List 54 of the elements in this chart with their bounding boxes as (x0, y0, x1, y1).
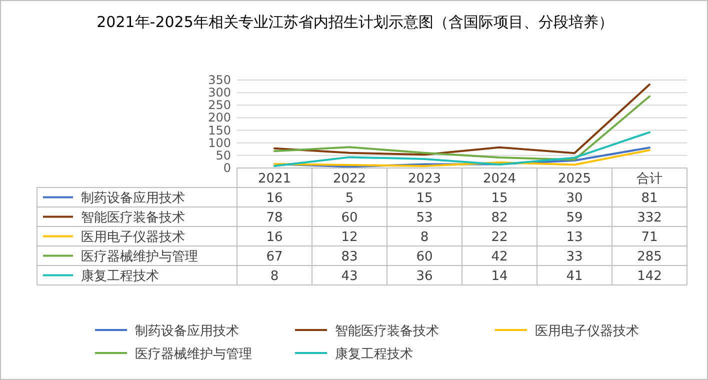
data-label: 71 (641, 230, 658, 245)
line-series (274, 95, 650, 161)
data-label: 8 (420, 230, 429, 245)
data-label: 15 (416, 191, 433, 206)
y-tick-label: 50 (216, 148, 231, 162)
data-label: 53 (416, 210, 433, 226)
data-label: 16 (266, 230, 283, 245)
x-tick-label: 合计 (636, 172, 662, 186)
data-label: 33 (566, 250, 583, 264)
y-tick-label: 150 (208, 123, 231, 138)
x-tick-label: 2025 (558, 172, 592, 186)
data-label: 15 (491, 191, 508, 206)
data-label: 22 (491, 230, 508, 245)
y-tick-label: 350 (208, 73, 231, 87)
line-series (274, 131, 650, 167)
x-tick-label: 2023 (408, 172, 442, 186)
legend-label: 康复工程技术 (81, 269, 159, 284)
chart-title: 2021年-2025年相关专业江苏省内招生计划示意图（含国际项目、分段培养） (96, 12, 614, 32)
data-label: 30 (566, 191, 583, 206)
y-tick-label: 300 (208, 86, 231, 100)
data-label: 8 (270, 269, 279, 284)
data-label: 36 (416, 269, 433, 284)
legend: 制药设备应用技术 智能医疗装备技术 医用电子仪器技术 医疗器械维护与管理 康复工程技术 (95, 324, 639, 362)
legend-label: 医用电子仪器技术 (81, 230, 185, 245)
data-label: 81 (641, 191, 658, 206)
legend-label: 医疗器械维护与管理 (81, 250, 198, 264)
data-label: 59 (566, 210, 583, 226)
data-label: 82 (491, 210, 508, 226)
data-label: 14 (491, 269, 508, 284)
data-label: 60 (341, 210, 358, 226)
data-label: 83 (341, 250, 358, 264)
data-label: 13 (566, 230, 583, 245)
data-label: 67 (266, 250, 283, 264)
y-tick-label: 250 (208, 98, 231, 112)
data-label: 16 (266, 191, 283, 206)
legend-label: 制药设备应用技术 (81, 190, 185, 206)
x-tick-label: 2024 (482, 172, 516, 186)
data-label: 5 (345, 191, 354, 206)
data-label: 332 (637, 210, 662, 226)
y-tick-label: 200 (208, 110, 231, 125)
data-label: 12 (341, 230, 358, 245)
data-label: 142 (637, 269, 662, 284)
data-label: 43 (341, 269, 358, 284)
line-series (274, 84, 650, 156)
data-label: 42 (491, 250, 508, 264)
x-tick-label: 2021 (258, 172, 292, 186)
x-tick-label: 2022 (332, 172, 366, 186)
data-label: 285 (637, 250, 662, 264)
data-label: 78 (266, 210, 283, 226)
data-label: 60 (416, 250, 433, 264)
data-label: 41 (566, 269, 583, 284)
legend-label: 智能医疗装备技术 (81, 210, 185, 226)
y-tick-label: 0 (223, 161, 231, 175)
y-tick-label: 100 (208, 136, 231, 150)
